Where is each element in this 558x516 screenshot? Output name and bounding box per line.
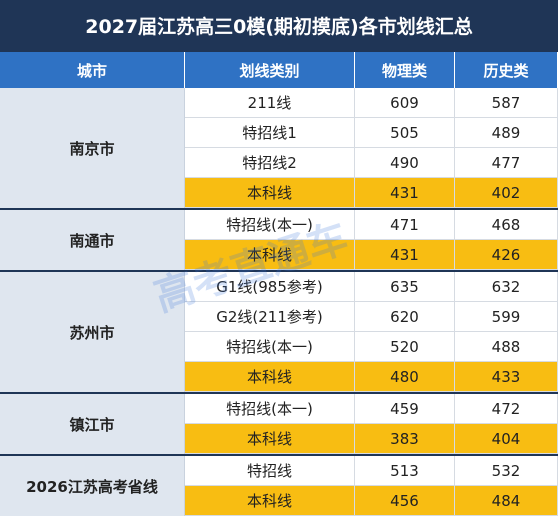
score-cell: 477 — [455, 148, 558, 178]
header-cell: 历史类 — [455, 52, 558, 88]
score-cell: 635 — [355, 272, 455, 302]
type-cell: 本科线 — [185, 486, 355, 516]
type-cell: 本科线 — [185, 240, 355, 270]
score-cell: 489 — [455, 118, 558, 148]
score-cell: 402 — [455, 178, 558, 208]
type-cell: 特招线(本一) — [185, 394, 355, 424]
header-cell: 城市 — [0, 52, 185, 88]
score-cell: 599 — [455, 302, 558, 332]
score-cell: 433 — [455, 362, 558, 392]
score-cell: 404 — [455, 424, 558, 454]
city-cell: 苏州市 — [0, 272, 185, 392]
score-cell: 490 — [355, 148, 455, 178]
score-cell: 456 — [355, 486, 455, 516]
score-cell: 426 — [455, 240, 558, 270]
score-cell: 488 — [455, 332, 558, 362]
group-divider — [0, 208, 558, 210]
city-cell: 镇江市 — [0, 394, 185, 454]
score-cell: 480 — [355, 362, 455, 392]
type-cell: 特招线2 — [185, 148, 355, 178]
score-cell: 484 — [455, 486, 558, 516]
type-cell: G1线(985参考) — [185, 272, 355, 302]
group-divider — [0, 454, 558, 456]
city-cell: 南京市 — [0, 88, 185, 208]
score-cell: 383 — [355, 424, 455, 454]
score-cell: 468 — [455, 210, 558, 240]
score-cell: 587 — [455, 88, 558, 118]
score-cell: 520 — [355, 332, 455, 362]
score-cell: 431 — [355, 178, 455, 208]
city-cell: 南通市 — [0, 210, 185, 270]
type-cell: 211线 — [185, 88, 355, 118]
score-cell: 513 — [355, 456, 455, 486]
divider — [0, 50, 558, 52]
type-cell: 特招线(本一) — [185, 210, 355, 240]
type-cell: 本科线 — [185, 362, 355, 392]
score-cell: 632 — [455, 272, 558, 302]
title: 2027届江苏高三0模(期初摸底)各市划线汇总 — [0, 0, 558, 50]
type-cell: 特招线1 — [185, 118, 355, 148]
score-cell: 505 — [355, 118, 455, 148]
score-cell: 609 — [355, 88, 455, 118]
score-cell: 431 — [355, 240, 455, 270]
score-cell: 471 — [355, 210, 455, 240]
type-cell: G2线(211参考) — [185, 302, 355, 332]
city-cell: 2026江苏高考省线 — [0, 456, 185, 516]
type-cell: 特招线 — [185, 456, 355, 486]
score-cell: 472 — [455, 394, 558, 424]
type-cell: 本科线 — [185, 178, 355, 208]
score-cell: 532 — [455, 456, 558, 486]
group-divider — [0, 392, 558, 394]
type-cell: 特招线(本一) — [185, 332, 355, 362]
group-divider — [0, 270, 558, 272]
score-cell: 620 — [355, 302, 455, 332]
header-cell: 物理类 — [355, 52, 455, 88]
type-cell: 本科线 — [185, 424, 355, 454]
score-cell: 459 — [355, 394, 455, 424]
header-cell: 划线类别 — [185, 52, 355, 88]
